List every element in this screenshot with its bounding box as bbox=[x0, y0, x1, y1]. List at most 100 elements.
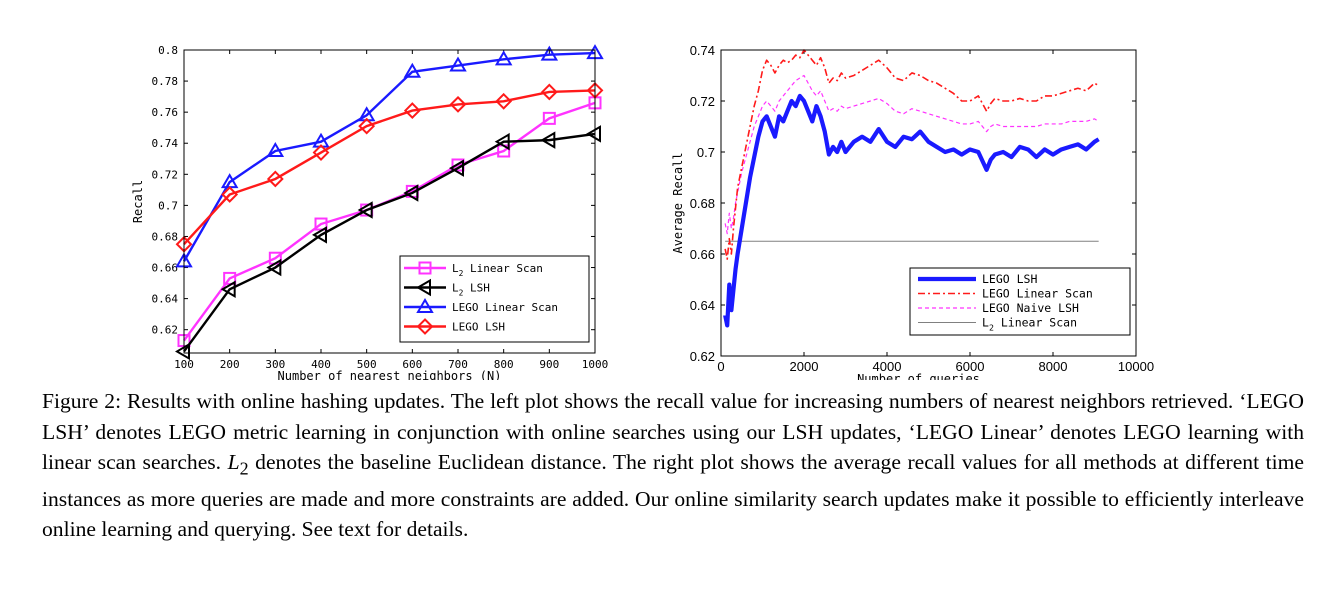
x-tick-label: 8000 bbox=[1039, 359, 1068, 374]
y-tick-label: 0.76 bbox=[152, 106, 179, 119]
y-tick-label: 0.74 bbox=[152, 137, 179, 150]
legend-entry: LEGO LSH bbox=[404, 318, 505, 335]
y-tick-label: 0.62 bbox=[690, 349, 715, 364]
series-line bbox=[182, 51, 596, 262]
y-tick-label: 0.66 bbox=[152, 262, 179, 275]
legend-label-subscript: 2 bbox=[989, 323, 994, 333]
y-tick-label: 0.8 bbox=[158, 44, 178, 57]
data-point bbox=[358, 117, 376, 135]
x-tick-label: 2000 bbox=[790, 359, 819, 374]
legend-label-main: L bbox=[452, 282, 459, 295]
legend-label-main: LEGO LSH bbox=[982, 272, 1037, 286]
y-tick-label: 0.66 bbox=[690, 247, 715, 262]
data-point bbox=[586, 125, 601, 143]
legend-entry: LEGO Linear Scan bbox=[918, 287, 1093, 301]
y-axis-label: Average Recall bbox=[671, 152, 685, 253]
x-tick-label: 800 bbox=[494, 358, 514, 371]
data-point bbox=[403, 102, 421, 120]
axes-frame bbox=[183, 49, 596, 354]
figure-caption: Figure 2: Results with online hashing up… bbox=[42, 386, 1304, 545]
series-lego-linear-scan bbox=[175, 44, 604, 268]
data-point bbox=[266, 170, 284, 188]
legend-label-subscript: 2 bbox=[459, 269, 464, 278]
legend-swatch-marker bbox=[416, 298, 434, 313]
data-point bbox=[175, 342, 190, 361]
data-point bbox=[403, 62, 422, 78]
legend-label: L2 LSH bbox=[452, 282, 490, 298]
legend-entry: LEGO Naive LSH bbox=[918, 301, 1079, 315]
legend-label: LEGO Naive LSH bbox=[982, 301, 1079, 315]
y-tick-label: 0.62 bbox=[152, 324, 179, 337]
legend-entry: L2 Linear Scan bbox=[918, 316, 1077, 333]
series-lego-naive-lsh bbox=[724, 74, 1099, 235]
data-point bbox=[314, 217, 328, 231]
y-tick-label: 0.74 bbox=[690, 43, 715, 58]
series-lego-linear-scan bbox=[724, 49, 1100, 260]
caption-math-subscript: 2 bbox=[239, 458, 249, 479]
legend-label-main: LEGO LSH bbox=[452, 321, 505, 334]
data-point bbox=[540, 131, 556, 149]
caption-text-part1: Results with online hashing updates. The… bbox=[42, 389, 1304, 474]
legend-label: LEGO LSH bbox=[982, 272, 1037, 286]
data-point bbox=[495, 92, 513, 110]
data-point bbox=[542, 111, 556, 125]
caption-text-part2: denotes the baseline Euclidean distance.… bbox=[42, 450, 1305, 542]
data-point bbox=[494, 50, 513, 66]
legend-entry: L2 Linear Scan bbox=[404, 261, 543, 278]
legend-label-main: LEGO Naive LSH bbox=[982, 301, 1079, 315]
x-tick-label: 500 bbox=[357, 358, 377, 371]
data-point bbox=[266, 142, 285, 157]
x-tick-label: 100 bbox=[174, 358, 194, 371]
y-axis-label: Recall bbox=[131, 180, 145, 223]
right-plot-average-recall-vs-queries: 0 2000 4000 6000 8000 10000 0.62 0.64 0.66 0.68 0.… bbox=[671, 43, 1154, 380]
series-l2-lsh bbox=[175, 125, 601, 361]
axes-frame bbox=[720, 49, 1137, 357]
data-point bbox=[449, 159, 464, 177]
x-tick-label: 900 bbox=[539, 358, 559, 371]
data-point bbox=[357, 201, 373, 219]
legend-label-rest: Linear Scan bbox=[463, 262, 542, 275]
x-tick-label: 400 bbox=[311, 358, 331, 371]
data-point bbox=[449, 95, 467, 113]
x-tick-label: 700 bbox=[448, 358, 468, 371]
y-tick-label: 0.72 bbox=[152, 168, 179, 181]
data-point bbox=[403, 184, 419, 202]
x-tick-label: 200 bbox=[220, 358, 240, 371]
legend: L2 Linear Scan L2 LSH LEGO Linear Scan LEGO… bbox=[399, 255, 590, 343]
x-tick-label: 10000 bbox=[1118, 359, 1154, 374]
legend-swatch-marker bbox=[416, 278, 431, 297]
y-tick-label: 0.68 bbox=[690, 196, 715, 211]
data-point bbox=[312, 226, 327, 244]
legend-label-subscript: 2 bbox=[459, 289, 464, 298]
x-tick-label: 600 bbox=[402, 358, 422, 371]
legend-label: LEGO Linear Scan bbox=[452, 301, 558, 314]
data-point bbox=[266, 258, 282, 277]
series-line bbox=[183, 132, 596, 353]
x-tick-label: 300 bbox=[265, 358, 285, 371]
left-plot-recall-vs-neighbors: 100 200 300 400 500 600 700 800 900 1000 0.62 0.64 0… bbox=[131, 44, 608, 380]
legend-label-rest: LSH bbox=[463, 282, 490, 295]
legend-swatch-marker bbox=[416, 318, 434, 335]
y-tick-label: 0.72 bbox=[690, 94, 715, 109]
data-point bbox=[312, 144, 330, 161]
y-tick-label: 0.78 bbox=[152, 75, 179, 88]
y-tick-label: 0.68 bbox=[152, 230, 179, 243]
legend-swatch-marker bbox=[418, 261, 432, 275]
y-tick-label: 0.7 bbox=[158, 199, 178, 212]
legend-entry: LEGO LSH bbox=[918, 272, 1037, 286]
x-tick-label: 0 bbox=[717, 359, 724, 374]
data-point bbox=[540, 83, 558, 101]
x-tick-label: 6000 bbox=[956, 359, 985, 374]
legend-label: L2 Linear Scan bbox=[982, 316, 1077, 333]
data-point bbox=[449, 56, 467, 72]
caption-math-l: L bbox=[227, 450, 240, 474]
x-axis-label: Number of queries bbox=[857, 372, 980, 380]
series-line bbox=[183, 89, 596, 246]
caption-label: Figure 2: bbox=[42, 389, 122, 413]
y-tick-label: 0.64 bbox=[690, 298, 715, 313]
legend-label-rest: Linear Scan bbox=[994, 316, 1077, 330]
legend-label-main: LEGO Linear Scan bbox=[982, 287, 1093, 301]
data-point bbox=[223, 271, 237, 285]
series-lego-lsh bbox=[175, 81, 604, 253]
legend-label: LEGO Linear Scan bbox=[982, 287, 1093, 301]
